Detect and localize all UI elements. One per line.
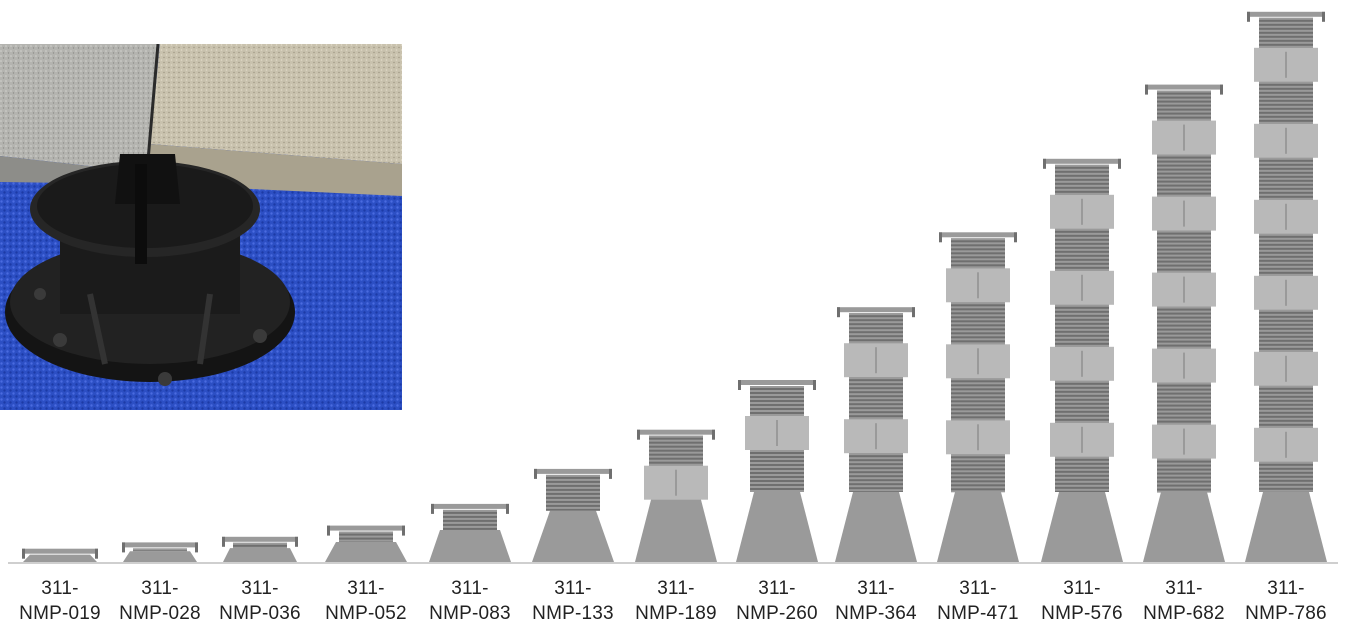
pedestal-head <box>738 380 816 385</box>
product-label: 311- NMP-083 <box>418 576 522 626</box>
pedestal-base <box>736 492 818 562</box>
pedestal-head <box>534 468 612 474</box>
pedestal-lineup <box>22 11 1327 562</box>
pedestal-column <box>233 542 287 549</box>
product-label-prefix: 311- <box>1165 578 1203 599</box>
product-label: 311- NMP-028 <box>108 576 212 626</box>
product-label-code: NMP-260 <box>736 603 818 624</box>
pedestal-head <box>22 548 98 554</box>
product-label-prefix: 311- <box>959 578 997 599</box>
pedestal-nmp-028 <box>122 542 198 562</box>
pedestal-base <box>123 551 197 562</box>
pedestal-base <box>532 510 614 562</box>
product-label-code: NMP-364 <box>835 603 917 624</box>
product-label-prefix: 311- <box>241 578 279 599</box>
product-label-prefix: 311- <box>857 578 895 599</box>
pedestal-nmp-260 <box>736 380 818 562</box>
product-label-code: NMP-786 <box>1245 603 1327 624</box>
product-label-prefix: 311- <box>141 578 179 599</box>
pedestal-nmp-019 <box>22 548 98 562</box>
pedestal-nmp-083 <box>429 503 511 562</box>
pedestal-head <box>637 429 715 435</box>
floor-line <box>8 562 1338 564</box>
product-label-code: NMP-019 <box>19 603 101 624</box>
product-label-code: NMP-471 <box>937 603 1019 624</box>
product-label: 311- NMP-786 <box>1234 576 1338 626</box>
product-label: 311- NMP-133 <box>521 576 625 626</box>
pedestal-base <box>635 492 717 562</box>
pedestal-nmp-189 <box>635 429 717 562</box>
pedestal-nmp-133 <box>532 468 614 562</box>
pedestal-nmp-036 <box>222 536 298 562</box>
pedestal-base <box>429 530 511 562</box>
product-label-code: NMP-028 <box>119 603 201 624</box>
product-label: 311- NMP-036 <box>208 576 312 626</box>
product-label-code: NMP-052 <box>325 603 407 624</box>
pedestal-base <box>1041 492 1123 562</box>
product-label: 311- NMP-260 <box>725 576 829 626</box>
inset-photo <box>0 44 402 410</box>
product-label-code: NMP-036 <box>219 603 301 624</box>
product-label-prefix: 311- <box>347 578 385 599</box>
product-label-code: NMP-189 <box>635 603 717 624</box>
pedestal-base <box>223 548 297 562</box>
pedestal-nmp-052 <box>325 525 407 562</box>
pedestal-base <box>23 554 97 562</box>
product-label-prefix: 311- <box>1063 578 1101 599</box>
pedestal-head <box>939 232 1017 238</box>
product-label-prefix: 311- <box>41 578 79 599</box>
pedestal-nmp-786 <box>1245 11 1327 562</box>
pedestal-head <box>1043 158 1121 164</box>
product-label-code: NMP-083 <box>429 603 511 624</box>
product-label-prefix: 311- <box>758 578 796 599</box>
pedestal-nmp-576 <box>1041 158 1123 562</box>
pedestal-head <box>431 503 509 509</box>
product-label: 311- NMP-189 <box>624 576 728 626</box>
product-label-prefix: 311- <box>657 578 695 599</box>
product-label-code: NMP-133 <box>532 603 614 624</box>
product-label-prefix: 311- <box>1267 578 1305 599</box>
pedestal-head <box>837 307 915 313</box>
pedestal-nmp-364 <box>835 307 917 562</box>
pedestal-base <box>1143 492 1225 562</box>
product-label-prefix: 311- <box>451 578 489 599</box>
product-label: 311- NMP-019 <box>8 576 112 626</box>
pedestal-base <box>325 541 407 562</box>
pedestal-head <box>122 542 198 548</box>
pedestal-head <box>1247 11 1325 17</box>
product-label-code: NMP-682 <box>1143 603 1225 624</box>
pedestal-head <box>222 536 298 542</box>
product-label: 311- NMP-052 <box>314 576 418 626</box>
product-label-code: NMP-576 <box>1041 603 1123 624</box>
pedestal-head <box>327 525 405 531</box>
product-label: 311- NMP-471 <box>926 576 1030 626</box>
pedestal-nmp-682 <box>1143 84 1225 562</box>
pedestal-head <box>1145 84 1223 90</box>
pedestal-base <box>835 492 917 562</box>
pedestal-base <box>1245 492 1327 562</box>
product-label: 311- NMP-576 <box>1030 576 1134 626</box>
product-label: 311- NMP-364 <box>824 576 928 626</box>
product-label: 311- NMP-682 <box>1132 576 1236 626</box>
pedestal-nmp-471 <box>937 232 1019 562</box>
product-label-prefix: 311- <box>554 578 592 599</box>
pedestal-base <box>937 492 1019 562</box>
